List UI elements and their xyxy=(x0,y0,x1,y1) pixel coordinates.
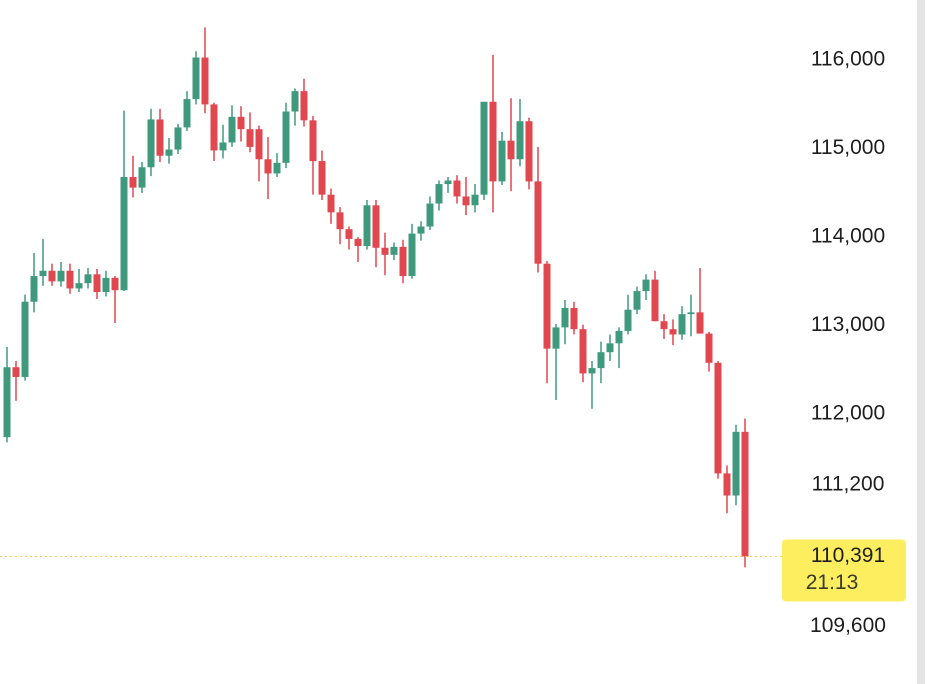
candle-body xyxy=(669,329,677,335)
candle-body xyxy=(660,321,668,330)
scrollbar[interactable] xyxy=(917,0,925,684)
candle-body xyxy=(282,111,290,163)
candle-body xyxy=(309,120,317,162)
last-price-label: 110,391 xyxy=(811,544,885,567)
candle-body xyxy=(201,57,209,105)
countdown-label: 21:13 xyxy=(806,571,859,594)
candle-body xyxy=(327,194,335,213)
y-tick-label: 115,000 xyxy=(811,136,885,159)
candle-body xyxy=(219,142,227,151)
candle-body xyxy=(588,368,596,374)
candle-body xyxy=(417,226,425,234)
candle-body xyxy=(147,119,155,168)
candle-body xyxy=(732,431,740,496)
candle-body xyxy=(561,307,569,328)
candle-body xyxy=(687,312,695,315)
candle-body xyxy=(255,129,263,160)
candle-body xyxy=(363,205,371,246)
candle-body xyxy=(480,101,488,195)
candle-body xyxy=(165,149,173,156)
candle-body xyxy=(381,247,389,255)
candle-body xyxy=(696,312,704,334)
candle-body xyxy=(579,329,587,374)
candle-body xyxy=(192,57,200,100)
candle-body xyxy=(291,91,299,112)
candle-body xyxy=(723,473,731,496)
candle-body xyxy=(66,270,74,289)
candle-body xyxy=(552,327,560,349)
candle-body xyxy=(228,116,236,143)
candle-body xyxy=(102,277,110,293)
candle-body xyxy=(642,279,650,292)
candle-body xyxy=(399,246,407,277)
candle-body xyxy=(705,333,713,363)
candle-body xyxy=(372,205,380,248)
candle-body xyxy=(273,162,281,174)
candle-body xyxy=(489,101,497,182)
candle-body xyxy=(714,362,722,474)
candle-body xyxy=(318,161,326,195)
candle-body xyxy=(48,270,56,282)
candle-body xyxy=(453,180,461,197)
candle-body xyxy=(534,181,542,264)
candle-body xyxy=(624,309,632,331)
y-tick-label: 111,200 xyxy=(812,472,885,495)
candle-body xyxy=(543,263,551,349)
candle-body xyxy=(390,246,398,255)
y-tick-label: 114,000 xyxy=(811,225,885,248)
candle-body xyxy=(597,352,605,369)
candle-body xyxy=(129,176,137,188)
candle-body xyxy=(426,203,434,227)
candle-body xyxy=(354,238,362,246)
candle-body xyxy=(111,277,119,291)
candle-body xyxy=(435,184,443,204)
candle-body xyxy=(75,283,83,289)
candle-body xyxy=(39,270,47,277)
candle-body xyxy=(444,180,452,185)
candle-body xyxy=(156,119,164,156)
candle-body xyxy=(57,270,65,282)
candle-body xyxy=(12,367,20,377)
candle-body xyxy=(300,91,308,121)
candle-body xyxy=(678,314,686,335)
candle-body xyxy=(174,127,182,150)
candle-body xyxy=(462,196,470,206)
candle-body xyxy=(615,330,623,344)
y-tick-label: 112,000 xyxy=(811,402,885,425)
candle-body xyxy=(633,291,641,310)
candle-body xyxy=(264,159,272,174)
candle-body xyxy=(246,129,254,147)
candle-body xyxy=(30,276,38,302)
candle-body xyxy=(516,121,524,160)
last-price-box xyxy=(782,539,906,602)
candle-body xyxy=(408,233,416,277)
candle-body xyxy=(507,140,515,160)
candle-body xyxy=(570,307,578,330)
candle-body xyxy=(138,167,146,188)
candle-body xyxy=(345,229,353,239)
y-tick-label: 113,000 xyxy=(811,313,885,336)
candle-body xyxy=(237,116,245,130)
candle-body xyxy=(525,121,533,182)
candle-body xyxy=(471,194,479,206)
candle-body xyxy=(336,212,344,230)
candle-body xyxy=(3,367,11,438)
y-tick-label: 109,600 xyxy=(810,614,886,637)
candle-body xyxy=(21,301,29,377)
candle-body xyxy=(651,279,659,322)
candle-body xyxy=(93,274,101,293)
candle-body xyxy=(120,176,128,291)
candle-body xyxy=(741,431,749,557)
candle-body xyxy=(606,343,614,353)
candle-body xyxy=(210,104,218,151)
candle-body xyxy=(183,99,191,128)
candle-body xyxy=(84,274,92,284)
y-tick-label: 116,000 xyxy=(811,48,885,71)
candle-body xyxy=(498,140,506,182)
